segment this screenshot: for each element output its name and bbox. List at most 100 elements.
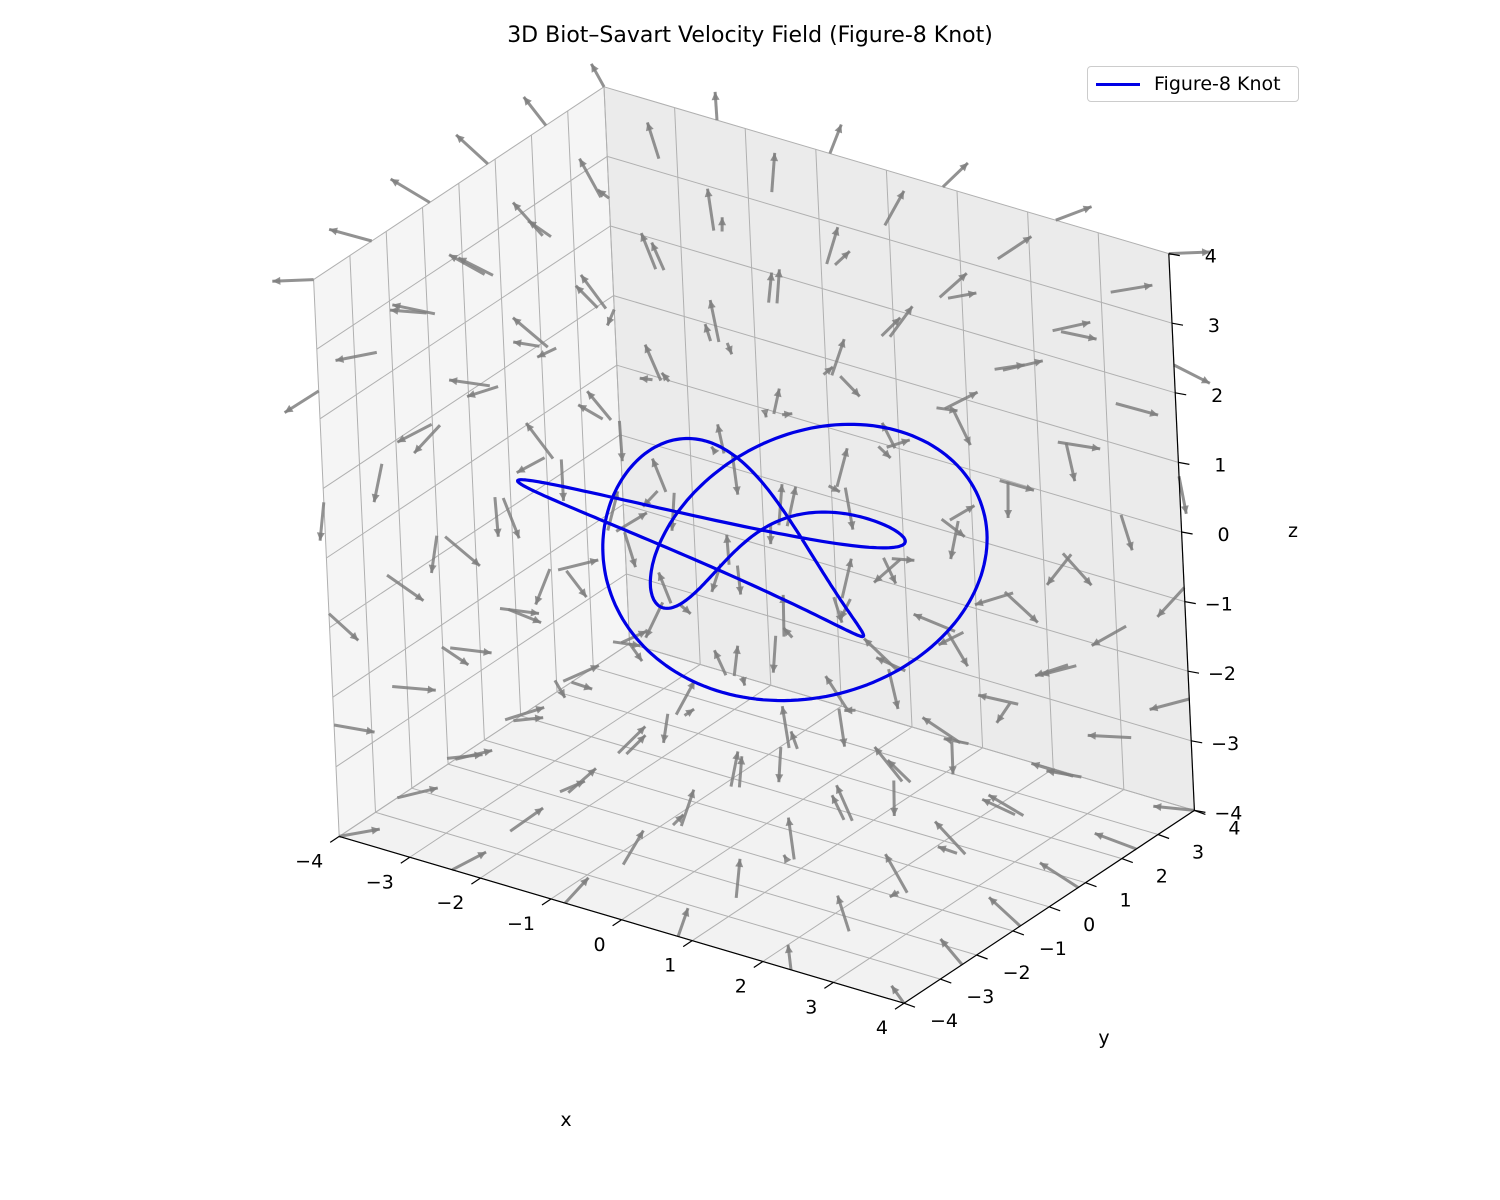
quiver-arrowhead bbox=[557, 688, 565, 698]
quiver-arrowhead bbox=[681, 908, 690, 917]
grid-line bbox=[607, 155, 1173, 324]
quiver-arrowhead bbox=[837, 339, 846, 348]
quiver-arrowhead bbox=[836, 785, 844, 795]
x-tick-label: −1 bbox=[507, 913, 535, 935]
quiver-arrowhead bbox=[824, 366, 833, 375]
quiver-arrowhead bbox=[982, 799, 992, 807]
x-tick bbox=[541, 898, 552, 906]
quiver-arrowhead bbox=[682, 605, 691, 614]
quiver-arrowhead bbox=[958, 273, 967, 282]
grid-line bbox=[613, 295, 1179, 463]
quiver-arrowhead bbox=[516, 465, 526, 473]
quiver-arrowhead bbox=[414, 444, 423, 454]
quiver-arrowhead bbox=[534, 595, 543, 605]
quiver-arrowhead bbox=[882, 449, 891, 458]
y-tick-label: −1 bbox=[1039, 938, 1067, 960]
quiver-arrowhead bbox=[732, 486, 741, 495]
quiver-arrowhead bbox=[661, 372, 670, 382]
quiver-arrowhead bbox=[429, 785, 438, 794]
grid-line bbox=[956, 191, 984, 748]
quiver-arrowhead bbox=[890, 807, 899, 816]
y-tick-label: 1 bbox=[1119, 890, 1131, 912]
quiver-arrowhead bbox=[606, 316, 615, 326]
quiver-arrowhead bbox=[335, 355, 345, 363]
quiver-arrowhead bbox=[651, 242, 659, 252]
quiver-arrowhead bbox=[888, 574, 896, 584]
quiver-arrowhead bbox=[537, 350, 547, 358]
grid-line bbox=[616, 364, 1182, 533]
z-tick-label: 1 bbox=[1214, 454, 1226, 476]
grid-line bbox=[494, 159, 522, 716]
quiver-arrowhead bbox=[948, 550, 957, 560]
quiver-arrowhead bbox=[790, 731, 798, 741]
quiver-arrowhead bbox=[578, 404, 588, 413]
quiver-arrowhead bbox=[1126, 541, 1134, 551]
quiver-arrowhead bbox=[576, 780, 585, 788]
quiver-arrowhead bbox=[769, 664, 778, 673]
quiver-arrowhead bbox=[775, 774, 784, 783]
quiver-arrowhead bbox=[1091, 638, 1101, 646]
quiver-arrowhead bbox=[1081, 320, 1091, 328]
quiver-arrowhead bbox=[710, 583, 719, 592]
quiver-arrowhead bbox=[449, 377, 458, 386]
quiver-arrowhead bbox=[414, 592, 424, 601]
quiver-arrowhead bbox=[513, 202, 522, 212]
quiver-arrowhead bbox=[575, 285, 585, 295]
quiver-arrowhead bbox=[583, 682, 593, 691]
quiver-arrowhead bbox=[651, 458, 660, 468]
quiver-arrowhead bbox=[371, 493, 380, 503]
figure-8-knot-curve bbox=[516, 422, 989, 703]
quiver-arrowhead bbox=[397, 434, 407, 443]
quiver-arrowhead bbox=[483, 748, 493, 757]
quiver-arrowhead bbox=[831, 795, 840, 805]
quiver-arrowhead bbox=[1039, 862, 1049, 871]
quiver-arrowhead bbox=[836, 895, 844, 905]
x-tick bbox=[753, 961, 764, 968]
quiver-arrowhead bbox=[1094, 832, 1104, 840]
quiver-arrowhead bbox=[704, 188, 713, 198]
quiver-arrowhead bbox=[534, 808, 544, 816]
quiver-arrowhead bbox=[675, 814, 684, 824]
z-tick-label: −1 bbox=[1205, 594, 1233, 616]
legend: Figure-8 Knot bbox=[1087, 66, 1299, 102]
grid-line bbox=[556, 691, 1122, 860]
quiver-arrowhead bbox=[714, 650, 722, 660]
quiver-arrowhead bbox=[831, 484, 840, 492]
quiver-arrowhead bbox=[534, 714, 544, 723]
axes-grid bbox=[313, 86, 1195, 1004]
quiver-arrowhead bbox=[579, 158, 587, 168]
grid-line bbox=[762, 768, 1054, 962]
grid-line bbox=[603, 86, 631, 644]
quiver-arrowhead bbox=[959, 162, 968, 172]
z-tick bbox=[1184, 601, 1196, 605]
z-tick bbox=[1168, 253, 1180, 257]
quiver-arrowhead bbox=[891, 317, 901, 327]
quiver-arrowhead bbox=[580, 274, 589, 284]
z-tick-label: 2 bbox=[1211, 385, 1223, 407]
quiver-arrowhead bbox=[371, 826, 380, 835]
quiver-arrowhead bbox=[770, 152, 779, 162]
quiver-arrowhead bbox=[456, 134, 465, 144]
x-tick bbox=[612, 919, 622, 927]
quiver-arrowhead bbox=[988, 794, 998, 803]
y-tick bbox=[1121, 858, 1134, 864]
quiver-arrowhead bbox=[737, 756, 746, 765]
quiver-arrowhead bbox=[887, 760, 897, 769]
quiver-arrowhead bbox=[1149, 703, 1159, 712]
z-tick-label: −2 bbox=[1208, 663, 1236, 685]
quiver-arrowhead bbox=[735, 858, 744, 868]
z-tick bbox=[1181, 531, 1193, 535]
quiver-arrowhead bbox=[1029, 614, 1038, 623]
z-tick-label: 4 bbox=[1205, 246, 1217, 268]
quiver-arrowhead bbox=[783, 410, 793, 419]
quiver-arrowhead bbox=[483, 648, 492, 656]
y-tick-label: 0 bbox=[1083, 914, 1095, 936]
grid-line bbox=[520, 715, 1086, 884]
quiver-arrowhead bbox=[876, 657, 886, 665]
quiver-arrowhead bbox=[629, 558, 637, 568]
quiver-arrowhead bbox=[738, 676, 747, 686]
quiver-arrowhead bbox=[845, 558, 854, 568]
quiver-arrowhead bbox=[732, 645, 741, 655]
quiver-arrowhead bbox=[960, 657, 968, 667]
quiver-arrowhead bbox=[366, 726, 375, 735]
